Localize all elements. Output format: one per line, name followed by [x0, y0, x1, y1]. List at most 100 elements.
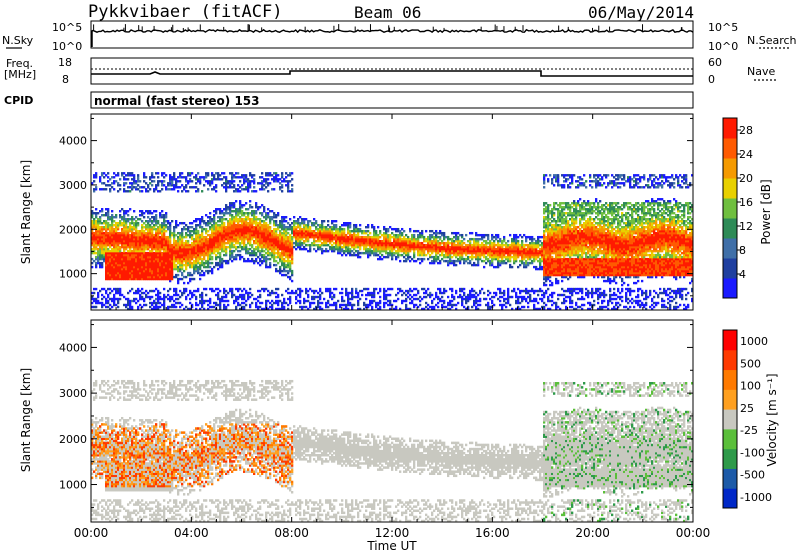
power-cell [149, 263, 152, 267]
power-cell [173, 305, 176, 309]
power-cell [319, 305, 322, 309]
power-cell [179, 239, 182, 243]
power-cell [229, 204, 232, 207]
power-cell [155, 243, 158, 247]
power-cell [323, 241, 326, 245]
power-cell [451, 239, 454, 243]
power-cell [91, 221, 94, 225]
power-cell [281, 263, 284, 267]
power-cell [117, 289, 120, 293]
power-cell [431, 229, 434, 233]
power-cell [165, 188, 168, 191]
power-cell [273, 172, 276, 175]
power-cell [371, 223, 374, 227]
power-cell [247, 259, 250, 263]
freq-label-1: Freq. [6, 57, 33, 70]
power-cell [157, 231, 160, 235]
power-cell [129, 225, 132, 229]
power-cell [127, 257, 130, 261]
power-cell [151, 267, 154, 271]
power-cell [205, 269, 208, 273]
power-cell [347, 237, 350, 241]
power-cell [249, 212, 252, 215]
power-cell [237, 245, 240, 249]
freq-panel: Freq. [MHz] 18 8 60 0 Nave [4, 56, 776, 86]
power-cell [179, 237, 182, 241]
power-cell [295, 289, 298, 293]
power-cell [171, 261, 174, 265]
power-cell [101, 303, 104, 307]
power-cell [95, 231, 98, 235]
power-cell [221, 259, 224, 263]
power-cell [139, 241, 142, 245]
power-cell [177, 190, 180, 193]
power-cell [327, 289, 330, 293]
power-cell [119, 267, 122, 271]
power-cell [405, 253, 408, 257]
power-cell [163, 299, 166, 303]
power-cell [417, 241, 420, 245]
power-cell [309, 303, 312, 307]
power-cell [283, 307, 286, 310]
power-cell [145, 257, 148, 261]
power-cell [185, 287, 188, 291]
power-cell [107, 235, 110, 239]
power-cell [273, 178, 276, 181]
power-cell [371, 245, 374, 249]
power-cell [243, 231, 246, 235]
power-cell [275, 251, 278, 255]
power-cell [307, 229, 310, 233]
power-cell [471, 243, 474, 247]
power-cell [383, 241, 386, 245]
power-cell [125, 233, 128, 237]
power-cell [93, 233, 96, 237]
power-cell [425, 305, 428, 309]
power-cell [167, 253, 170, 257]
power-cell [227, 235, 230, 239]
power-cell [295, 297, 298, 301]
power-cell [139, 297, 142, 301]
power-cell [257, 261, 260, 265]
power-cell [135, 188, 138, 191]
power-cell [103, 287, 106, 291]
power-cell [421, 253, 424, 257]
power-cell [319, 297, 322, 301]
power-cell [261, 247, 264, 251]
power-cell [115, 275, 118, 279]
power-cell [229, 206, 232, 209]
power-cell [315, 221, 318, 225]
power-cell [173, 174, 176, 177]
power-cell [455, 291, 458, 295]
power-cell [329, 245, 332, 249]
power-cell [401, 247, 404, 251]
power-cell [107, 239, 110, 243]
power-cell [121, 257, 124, 261]
power-cell [405, 249, 408, 253]
power-cell [95, 219, 98, 223]
power-cell [217, 208, 220, 211]
power-cell [147, 255, 150, 259]
power-cell [423, 245, 426, 249]
power-cell [395, 245, 398, 249]
power-cell [183, 281, 186, 285]
power-cell [335, 301, 338, 305]
power-cell [205, 299, 208, 303]
power-cell [171, 251, 174, 255]
power-cell [271, 231, 274, 235]
power-cell [245, 178, 248, 181]
power-cell [301, 233, 304, 237]
power-cell [109, 253, 112, 257]
power-cell [289, 259, 292, 263]
power-cell [447, 243, 450, 247]
power-cell [263, 184, 266, 187]
power-cell [121, 277, 124, 281]
power-cell [279, 257, 282, 261]
power-cell [393, 237, 396, 241]
power-cell [275, 255, 278, 259]
power-cell [173, 235, 176, 239]
power-cell [193, 271, 196, 275]
power-cell [239, 245, 242, 249]
power-cell [423, 239, 426, 243]
power-cell [115, 273, 118, 277]
power-cell [127, 267, 130, 271]
